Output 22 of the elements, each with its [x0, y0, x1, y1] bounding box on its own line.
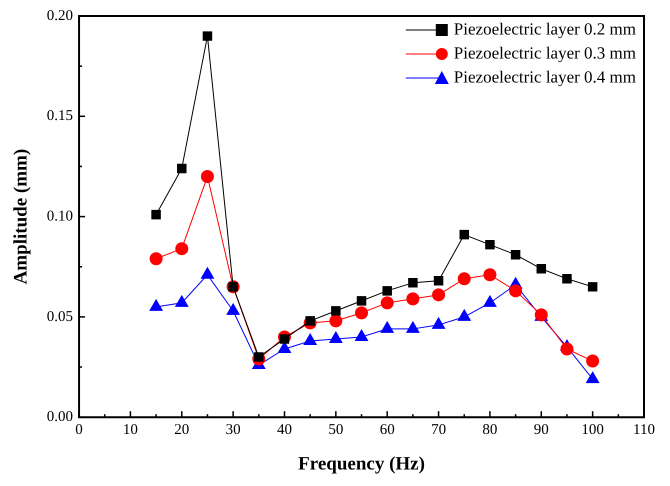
x-axis-title: Frequency (Hz) — [298, 454, 425, 475]
y-tick-label: 0.15 — [46, 108, 74, 124]
x-tick-label: 80 — [482, 422, 498, 438]
y-tick-label: 0.00 — [46, 409, 74, 426]
y-tick-label: 0.05 — [46, 308, 74, 325]
legend-label: Piezoelectric layer 0.2 mm — [454, 19, 636, 38]
x-tick-label: 110 — [633, 422, 655, 438]
x-tick-label: 10 — [122, 422, 138, 438]
x-tick-label: 20 — [174, 422, 190, 438]
legend-label: Piezoelectric layer 0.4 mm — [454, 67, 636, 86]
x-tick-label: 60 — [380, 422, 395, 438]
y-tick-label: 0.10 — [46, 208, 74, 225]
x-tick-label: 30 — [226, 422, 241, 438]
x-tick-label: 0 — [75, 422, 83, 438]
x-tick-label: 90 — [534, 422, 549, 438]
y-axis-title: Amplitude (mm) — [10, 148, 32, 284]
x-tick-label: 100 — [581, 422, 604, 438]
legend-label: Piezoelectric layer 0.3 mm — [454, 43, 636, 62]
x-tick-label: 40 — [276, 422, 292, 438]
x-tick-label: 70 — [431, 422, 446, 438]
y-tick-label: 0.20 — [46, 8, 74, 24]
x-tick-label: 50 — [328, 422, 344, 438]
